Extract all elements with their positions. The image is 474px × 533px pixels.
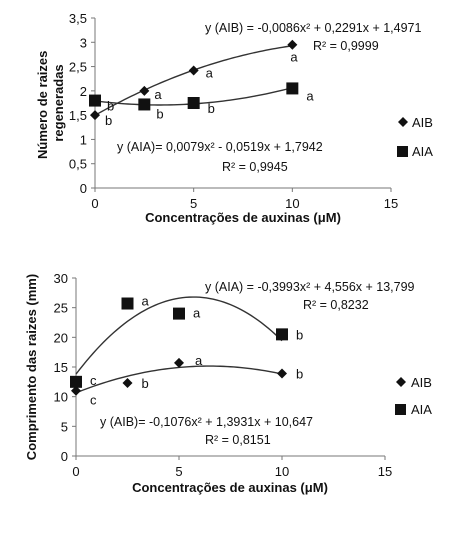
x-axis-label: Concentrações de auxinas (μM) <box>132 480 328 495</box>
significance-letter: a <box>195 353 203 368</box>
x-tick-label: 15 <box>384 196 398 211</box>
data-points <box>89 39 299 121</box>
aib-r-squared: R² = 0,9999 <box>313 39 379 53</box>
legend-aib-label: AIB <box>411 375 432 390</box>
aib-equation: y (AIB) = -0,0086x² + 0,2291x + 1,4971 <box>205 21 422 35</box>
legend-aib-marker <box>396 377 406 387</box>
point-aia <box>89 94 101 107</box>
legend-aib-marker <box>398 117 408 127</box>
legend: AIB AIA <box>397 115 433 159</box>
point-aib <box>287 39 298 50</box>
y-tick-label: 2,5 <box>69 60 87 75</box>
legend-aia-marker <box>397 146 408 157</box>
point-aib <box>174 357 184 368</box>
significance-letter: a <box>154 87 162 102</box>
significance-letter: b <box>142 376 149 391</box>
fit-curve-aia <box>75 296 283 375</box>
x-tick-label: 10 <box>275 464 289 479</box>
point-aib <box>139 85 150 96</box>
y-axis-label: Número de raizes regeneradas <box>35 47 66 159</box>
point-aia <box>187 97 200 109</box>
y-tick-label: 25 <box>54 301 68 316</box>
significance-letter: b <box>105 113 112 128</box>
x-axis-label: Concentrações de auxinas (μM) <box>145 210 341 225</box>
legend-aib-label: AIB <box>412 115 433 130</box>
point-aia <box>121 297 134 310</box>
aia-equation: y (AIA)= 0,0079x² - 0,0519x + 1,7942 <box>117 140 323 154</box>
chart-root-length: 0 5 10 15 20 25 30 0 5 10 15 c b a b c a a b Comprimento… <box>24 271 432 495</box>
y-tick-label: 2 <box>80 84 87 99</box>
significance-letter: a <box>306 88 314 103</box>
x-tick-label: 5 <box>175 464 182 479</box>
point-aia <box>276 328 288 341</box>
x-tick-label: 15 <box>378 464 392 479</box>
y-tick-label: 20 <box>54 330 68 345</box>
significance-letter: b <box>296 327 303 342</box>
significance-letter: b <box>156 106 163 121</box>
y-tick-label: 0 <box>80 181 87 196</box>
aib-r-squared: R² = 0,8151 <box>205 433 271 447</box>
y-tick-label: 3,5 <box>69 11 87 26</box>
significance-letters: c b a b c a a b <box>90 294 303 408</box>
legend-aia-label: AIA <box>412 144 433 159</box>
point-aib <box>90 110 100 121</box>
significance-letter: b <box>296 367 303 382</box>
significance-letter: b <box>107 99 114 114</box>
x-tick-label: 10 <box>285 196 299 211</box>
y-tick-label: 15 <box>54 360 68 375</box>
x-tick-labels: 0 5 10 15 <box>72 456 392 479</box>
x-tick-labels: 0 5 10 15 <box>91 188 398 211</box>
point-aib <box>277 368 287 379</box>
x-tick-label: 0 <box>72 464 79 479</box>
y-tick-labels: 0 5 10 15 20 25 30 <box>54 271 76 464</box>
point-aib <box>71 385 81 396</box>
point-aia <box>286 82 299 95</box>
aia-r-squared: R² = 0,9945 <box>222 160 288 174</box>
point-aib <box>122 378 133 389</box>
x-tick-label: 0 <box>91 196 98 211</box>
significance-letter: a <box>142 294 150 309</box>
y-tick-label: 5 <box>61 419 68 434</box>
significance-letter: a <box>206 65 214 80</box>
y-tick-label: 0 <box>61 449 68 464</box>
y-tick-label: 0,5 <box>69 157 87 172</box>
significance-letter: a <box>193 306 201 321</box>
aia-equation: y (AIA) = -0,3993x² + 4,556x + 13,799 <box>205 280 415 294</box>
y-tick-labels: 0 0,5 1 1,5 2 2,5 3 3,5 <box>69 11 95 196</box>
legend-aia-label: AIA <box>411 402 432 417</box>
point-aia <box>173 307 185 320</box>
y-axis-label: Comprimento das raizes (mm) <box>24 274 39 460</box>
legend: AIB AIA <box>395 375 432 417</box>
y-tick-label: 1,5 <box>69 108 87 123</box>
aia-r-squared: R² = 0,8232 <box>303 298 369 312</box>
significance-letter: a <box>290 50 298 65</box>
fit-curve-aib <box>75 365 283 394</box>
significance-letter: c <box>90 373 97 388</box>
y-tick-label: 3 <box>80 35 87 50</box>
point-aib <box>188 65 199 76</box>
legend-aia-marker <box>395 404 406 415</box>
aib-equation: y (AIB)= -0,1076x² + 1,3931x + 10,647 <box>100 415 313 429</box>
significance-letter: b <box>208 101 215 116</box>
point-aia <box>138 98 151 111</box>
y-tick-label: 10 <box>54 390 68 405</box>
y-tick-label: 30 <box>54 271 68 286</box>
point-aia <box>70 375 82 388</box>
data-points <box>70 297 288 396</box>
y-tick-label: 1 <box>80 132 87 147</box>
significance-letter: c <box>90 393 97 408</box>
x-tick-label: 5 <box>190 196 197 211</box>
